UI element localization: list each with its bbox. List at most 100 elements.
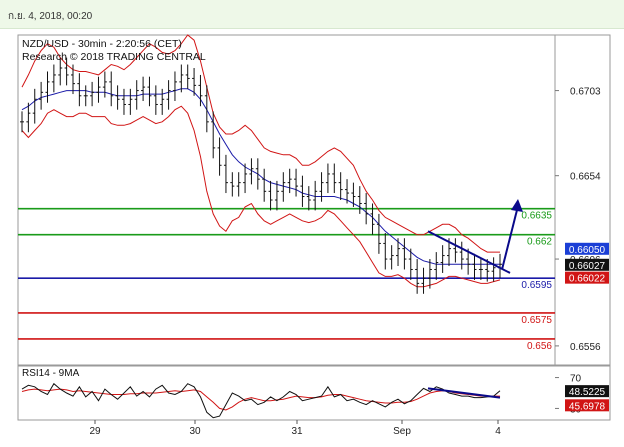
rsi-tag-label: 48.5225 — [569, 387, 606, 398]
projection-arrow-head — [511, 199, 523, 212]
x-tick-label: Sep — [393, 426, 411, 437]
price-bar — [172, 71, 177, 101]
price-bar — [332, 163, 337, 194]
chart-title: NZD/USD - 30min - 2:20:56 (CET) — [22, 38, 182, 50]
chart-subtitle: Research © 2018 TRADING CENTRAL — [22, 51, 206, 63]
price-bar — [90, 81, 95, 107]
top-bar: ก.ย. 4, 2018, 00:20 — [0, 0, 624, 29]
price-bar — [51, 64, 56, 93]
rsi-tag — [565, 399, 609, 412]
price-bar — [402, 238, 407, 270]
price-bar — [141, 76, 146, 101]
price-tag-label: 0.66022 — [569, 274, 606, 285]
price-bar — [396, 238, 401, 266]
x-tick-label: 31 — [291, 426, 303, 437]
price-bar — [306, 186, 311, 211]
price-bar — [345, 179, 350, 204]
price-bar — [485, 259, 490, 282]
price-bar — [319, 172, 324, 202]
price-bar — [58, 57, 63, 86]
price-bar — [383, 233, 388, 270]
price-bar — [453, 238, 458, 263]
price-bar — [249, 158, 254, 185]
price-tick-label: 0.6654 — [570, 172, 601, 183]
price-bar — [179, 64, 184, 93]
price-bar — [109, 71, 114, 107]
price-tag — [565, 271, 609, 284]
rsi-ma-line — [21, 388, 500, 411]
price-bar — [300, 175, 305, 207]
price-bar — [268, 180, 273, 211]
price-bar — [204, 85, 209, 133]
trendline — [427, 230, 511, 274]
x-tick-label: 30 — [189, 426, 201, 437]
price-chart: 0.67030.66540.66060.65560.66350.6620.659… — [17, 34, 611, 437]
price-bar — [70, 64, 75, 95]
rsi-frame — [17, 365, 611, 421]
price-bar — [198, 74, 203, 107]
price-bar — [281, 172, 286, 202]
datetime-label: ก.ย. 4, 2018, 00:20 — [8, 11, 93, 22]
rsi-line — [21, 382, 501, 419]
price-bar — [192, 68, 197, 96]
main-panel: 0.67030.66540.66060.65560.66350.6620.659… — [17, 34, 611, 420]
rsi-tick-label: 70 — [570, 374, 582, 385]
level-label: 0.662 — [527, 237, 552, 248]
price-bar — [472, 253, 477, 280]
price-bar — [389, 245, 394, 270]
price-bar — [294, 168, 299, 197]
level-label: 0.6575 — [521, 315, 552, 326]
moving-average-line — [21, 88, 500, 265]
price-bar — [185, 64, 190, 89]
projection-arrow-shaft — [501, 205, 519, 270]
price-bar — [32, 88, 37, 124]
price-bar — [102, 71, 107, 98]
price-bar — [427, 259, 432, 289]
price-bar — [415, 259, 420, 294]
price-bar — [491, 257, 496, 282]
price-bar — [153, 85, 158, 115]
price-bar — [287, 168, 292, 194]
price-bar — [262, 168, 267, 202]
price-bar — [434, 252, 439, 280]
price-bar — [351, 182, 356, 207]
x-tick-label: 4 — [495, 426, 501, 437]
price-bar — [459, 241, 464, 270]
price-bar — [255, 158, 260, 190]
x-tick-label: 29 — [89, 426, 101, 437]
price-tick-label: 0.6556 — [570, 342, 601, 353]
price-bar — [26, 102, 31, 133]
price-bar — [376, 213, 381, 254]
price-bar — [83, 85, 88, 107]
rsi-trendline — [427, 387, 501, 399]
price-bar — [364, 193, 369, 225]
rsi-tag-label: 45.6978 — [569, 401, 606, 412]
lower-band-line — [21, 105, 501, 288]
x-axis: 29 30 31 Sep 4 — [89, 420, 501, 437]
price-bar — [466, 248, 471, 275]
price-bar — [121, 88, 126, 115]
price-bar — [20, 111, 24, 133]
price-bar — [313, 180, 318, 211]
price-bar — [408, 248, 413, 280]
price-tag — [565, 242, 609, 255]
price-bar — [440, 245, 445, 273]
upper-band-line — [21, 34, 500, 253]
rsi-tag — [565, 385, 609, 398]
price-bar — [338, 172, 343, 200]
price-bar — [39, 81, 44, 110]
price-bar — [370, 203, 375, 235]
price-bar — [134, 80, 139, 110]
price-bar — [166, 80, 171, 110]
price-bar — [223, 154, 228, 194]
price-bar — [325, 163, 330, 194]
level-label: 0.6635 — [521, 211, 552, 222]
price-bar — [64, 57, 69, 86]
price-bar — [147, 76, 152, 107]
price-bar — [243, 163, 248, 194]
price-bar — [274, 180, 279, 211]
level-label: 0.6595 — [521, 280, 552, 291]
price-bar — [160, 88, 165, 115]
price-bar — [236, 172, 241, 197]
